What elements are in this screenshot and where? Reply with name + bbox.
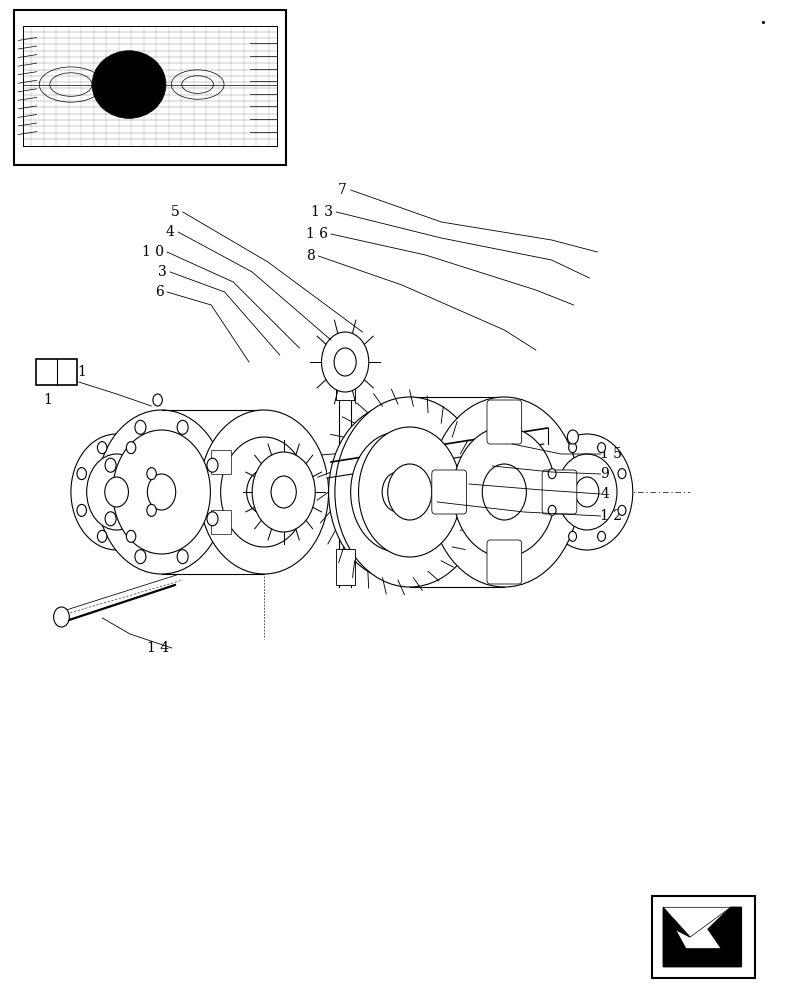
Text: 1 0: 1 0 — [142, 245, 164, 259]
Circle shape — [548, 469, 556, 479]
Text: 1 2: 1 2 — [600, 509, 623, 523]
Circle shape — [98, 530, 107, 542]
Circle shape — [207, 458, 218, 472]
Circle shape — [548, 505, 556, 515]
FancyBboxPatch shape — [542, 470, 577, 514]
Text: 6: 6 — [155, 285, 164, 299]
Circle shape — [482, 464, 526, 520]
Polygon shape — [663, 907, 730, 937]
Circle shape — [126, 530, 136, 542]
Circle shape — [147, 468, 156, 480]
Bar — [36, 359, 77, 385]
Text: 4: 4 — [600, 487, 609, 501]
Text: 8: 8 — [307, 249, 315, 263]
Circle shape — [199, 410, 329, 574]
Text: 1 5: 1 5 — [600, 447, 623, 461]
FancyBboxPatch shape — [487, 540, 522, 584]
Circle shape — [567, 430, 578, 444]
Circle shape — [597, 443, 605, 453]
Circle shape — [335, 397, 485, 587]
Bar — [410, 397, 504, 587]
Circle shape — [252, 452, 315, 532]
Text: 1: 1 — [77, 365, 86, 379]
Circle shape — [153, 394, 162, 406]
Text: 1 4: 1 4 — [147, 641, 169, 655]
Circle shape — [569, 443, 577, 453]
Circle shape — [207, 512, 218, 526]
Circle shape — [557, 454, 617, 530]
Circle shape — [105, 512, 116, 526]
Bar — [14, 10, 286, 165]
Circle shape — [329, 404, 467, 580]
Circle shape — [351, 432, 445, 552]
Bar — [327, 428, 548, 478]
Circle shape — [618, 505, 626, 515]
FancyBboxPatch shape — [432, 470, 466, 514]
Circle shape — [618, 469, 626, 479]
Polygon shape — [663, 907, 742, 967]
Text: 21: 21 — [53, 365, 70, 379]
Circle shape — [334, 348, 356, 376]
Circle shape — [147, 474, 176, 510]
Circle shape — [388, 464, 432, 520]
Bar — [336, 364, 355, 400]
Circle shape — [221, 437, 307, 547]
Circle shape — [569, 531, 577, 541]
Text: 21: 21 — [38, 365, 54, 378]
Text: 1: 1 — [43, 393, 52, 407]
Circle shape — [453, 427, 556, 557]
Circle shape — [54, 607, 69, 627]
Circle shape — [177, 420, 188, 434]
Text: 7: 7 — [338, 183, 347, 197]
Circle shape — [71, 434, 162, 550]
Circle shape — [105, 477, 128, 507]
Circle shape — [271, 476, 296, 508]
Text: 1: 1 — [64, 365, 72, 378]
Circle shape — [77, 504, 87, 516]
Text: 1 3: 1 3 — [310, 205, 333, 219]
Circle shape — [597, 531, 605, 541]
Circle shape — [87, 454, 147, 530]
Bar — [336, 549, 355, 585]
Circle shape — [541, 434, 633, 550]
Text: 3: 3 — [158, 265, 167, 279]
Circle shape — [135, 420, 146, 434]
Circle shape — [429, 397, 579, 587]
Circle shape — [382, 472, 414, 512]
Bar — [162, 410, 264, 574]
Circle shape — [105, 458, 116, 472]
Bar — [211, 450, 231, 474]
Circle shape — [77, 468, 87, 480]
Circle shape — [575, 477, 599, 507]
Circle shape — [126, 442, 136, 454]
Bar — [211, 510, 231, 534]
Bar — [652, 896, 755, 978]
Circle shape — [97, 410, 226, 574]
Circle shape — [359, 427, 461, 557]
Circle shape — [113, 430, 210, 554]
Circle shape — [98, 442, 107, 454]
FancyBboxPatch shape — [487, 400, 522, 444]
Circle shape — [135, 550, 146, 564]
Text: 1 6: 1 6 — [306, 227, 328, 241]
Ellipse shape — [92, 51, 166, 118]
Circle shape — [147, 504, 156, 516]
Circle shape — [177, 550, 188, 564]
Text: 5: 5 — [171, 205, 180, 219]
Circle shape — [247, 470, 281, 514]
Text: 4: 4 — [166, 225, 175, 239]
Circle shape — [322, 332, 369, 392]
Text: 9: 9 — [600, 467, 609, 481]
